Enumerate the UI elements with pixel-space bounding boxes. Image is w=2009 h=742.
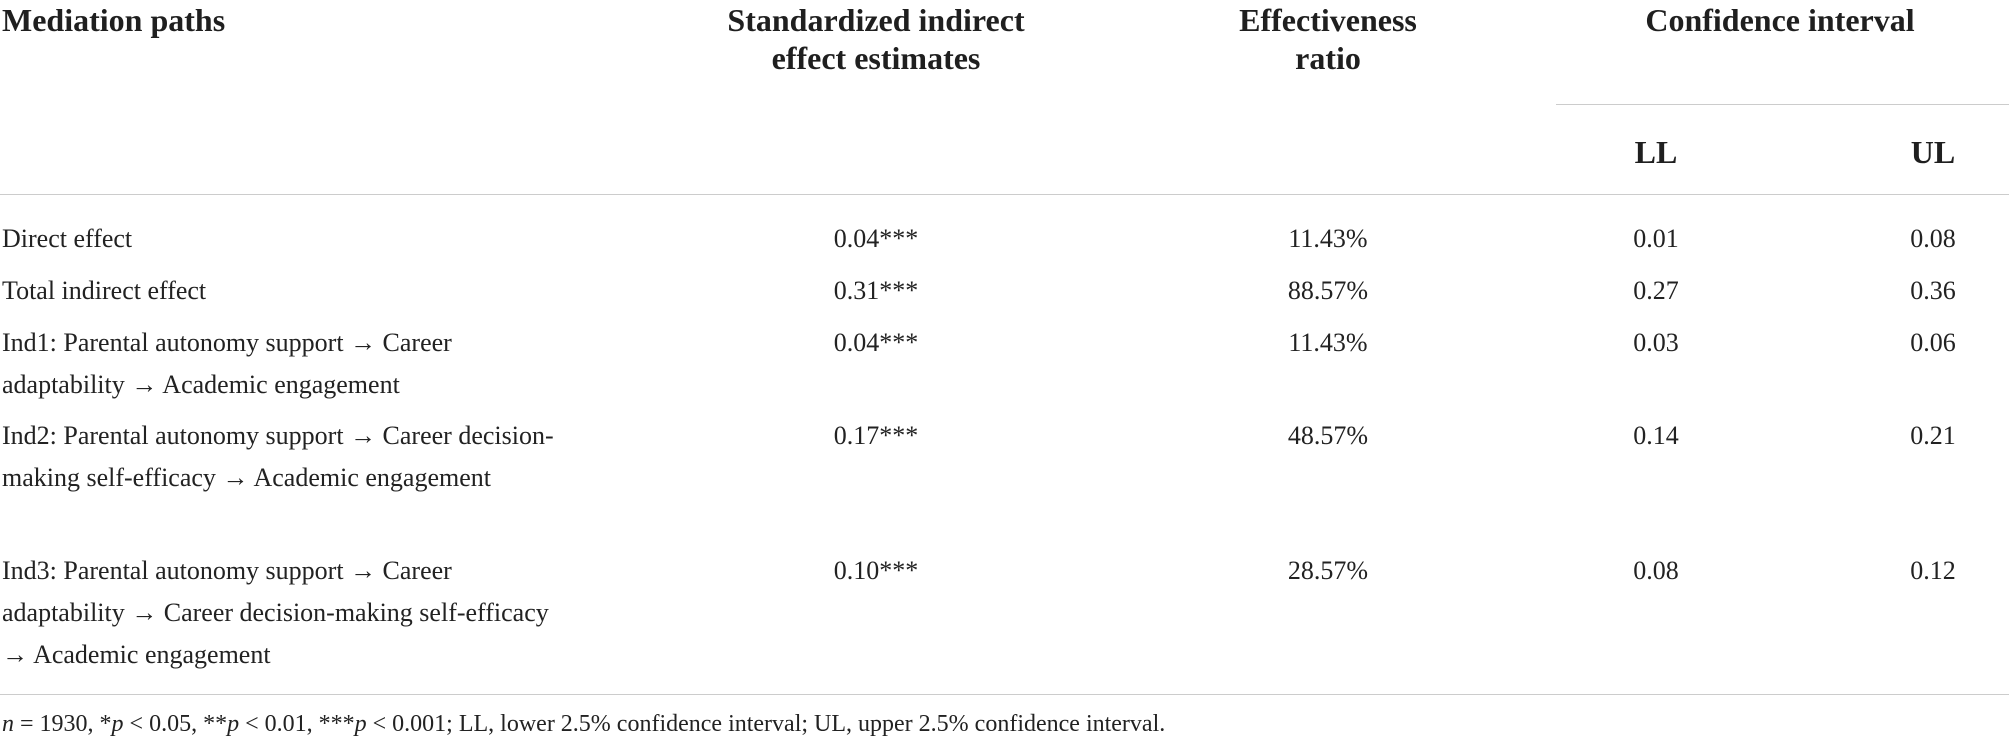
- table-row-5-estimate: 0.10***: [833, 556, 919, 585]
- table-row-4-ll: 0.14: [1633, 421, 1679, 450]
- table-row-1-ul: 0.08: [1910, 224, 1956, 253]
- table-row-4-estimate: 0.17***: [833, 421, 919, 450]
- table-row-3-path: Ind1: Parental autonomy support → Career…: [2, 328, 452, 399]
- table-row-1-estimate: 0.04***: [833, 224, 919, 253]
- footnote-t2: < 0.01, ***: [239, 711, 355, 737]
- header-ratio-line2: ratio: [1295, 40, 1361, 76]
- table-row-5-ratio: 28.57%: [1287, 556, 1369, 585]
- table-row-5-ll: 0.08: [1633, 556, 1679, 585]
- header-estimates-line1: Standardized indirect: [727, 2, 1025, 38]
- table-row-4-ul: 0.21: [1910, 421, 1956, 450]
- footnote-t3: < 0.001; LL, lower 2.5% confidence inter…: [366, 711, 1166, 737]
- table-row-3-ul: 0.06: [1910, 328, 1956, 357]
- table-row-2-ul: 0.36: [1910, 276, 1956, 305]
- table-row-3-ratio: 11.43%: [1288, 328, 1368, 357]
- header-ratio-line1: Effectiveness: [1239, 2, 1417, 38]
- header-confidence-interval: Confidence interval: [1645, 2, 1915, 38]
- header-mediation-paths: Mediation paths: [2, 2, 226, 38]
- table-row-5-ul: 0.12: [1910, 556, 1956, 585]
- table-bottom-rule: [0, 694, 2009, 695]
- header-ll: LL: [1634, 134, 1678, 170]
- table-row-1-ll: 0.01: [1633, 224, 1679, 253]
- footnote-p2: p: [227, 711, 240, 737]
- footnote-p3: p: [354, 711, 367, 737]
- table-footnote: n = 1930, *p < 0.05, **p < 0.01, ***p < …: [2, 708, 1165, 740]
- table-row-4-ratio: 48.57%: [1287, 421, 1369, 450]
- table-row-2-ratio: 88.57%: [1287, 276, 1369, 305]
- header-bottom-rule: [0, 194, 2009, 195]
- footnote-p1: p: [111, 711, 124, 737]
- table-row-1-ratio: 11.43%: [1288, 224, 1368, 253]
- table-row-2-ll: 0.27: [1633, 276, 1679, 305]
- footnote-t1: < 0.05, **: [123, 711, 228, 737]
- ci-divider: [1556, 104, 2009, 105]
- table-row-3-ll: 0.03: [1633, 328, 1679, 357]
- footnote-n-symbol: n: [2, 711, 14, 737]
- table-row-1-path: Direct effect: [2, 224, 133, 253]
- header-estimates-line2: effect estimates: [771, 40, 981, 76]
- table-row-5-path: Ind3: Parental autonomy support → Career…: [2, 556, 549, 669]
- footnote-n-value: = 1930, *: [14, 711, 112, 737]
- table-row-3-estimate: 0.04***: [833, 328, 919, 357]
- header-ul: UL: [1910, 134, 1956, 170]
- table-row-4-path: Ind2: Parental autonomy support → Career…: [2, 421, 554, 492]
- table-row-2-path: Total indirect effect: [2, 276, 207, 305]
- table-row-2-estimate: 0.31***: [833, 276, 919, 305]
